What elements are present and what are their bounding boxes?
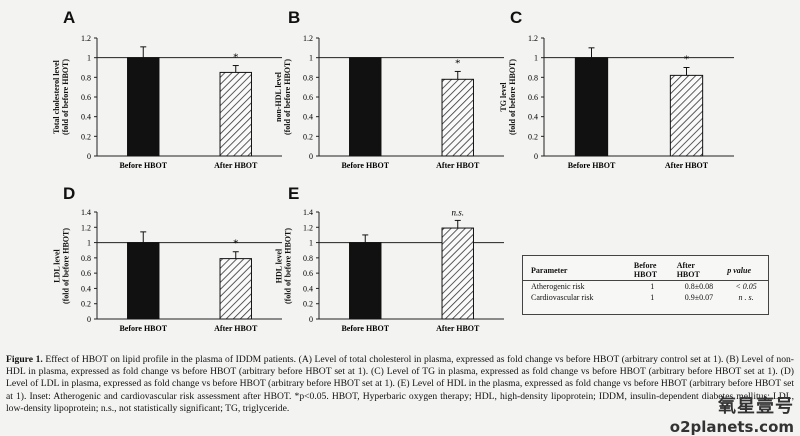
y-tick-label: 1	[309, 54, 313, 63]
panel-letter: B	[288, 8, 301, 27]
y-tick-label: 0	[534, 152, 538, 161]
inset-cell: 0.9±0.07	[684, 293, 714, 302]
inset-cell: Atherogenic risk	[531, 282, 585, 291]
y-tick-label: 1	[534, 54, 538, 63]
significance-annotation: *	[233, 238, 239, 250]
inset-row: Cardiovascular risk 1 0.9±0.07 n . s.	[523, 292, 768, 303]
inset-cell: < 0.05	[735, 282, 757, 291]
y-tick-label: 0.8	[81, 254, 91, 263]
significance-annotation: *	[684, 54, 690, 66]
inset-header-row: Parameter Before HBOT After HBOT p value	[523, 260, 768, 281]
y-tick-label: 0.2	[303, 132, 313, 141]
y-tick-label: 1	[309, 239, 313, 248]
y-tick-label: 0.6	[528, 93, 538, 102]
chart-panel-b: 0 0.2 0.4 0.6 0.8 1 1.2 Before HBOT After HBOT * B…	[0, 0, 524, 186]
y-tick-label: 0.2	[528, 132, 538, 141]
chart-panel-a: 0 0.2 0.4 0.6 0.8 1 1.2 Before HBOT After HBOT * A…	[0, 0, 302, 186]
inset-header-parameter: Parameter	[531, 265, 568, 275]
y-tick-label: 0.8	[528, 73, 538, 82]
category-label: After HBOT	[436, 161, 480, 170]
y-tick-label: 0.4	[81, 284, 91, 293]
y-tick-label: 1	[87, 239, 91, 248]
y-tick-label: 1.2	[303, 223, 313, 232]
y-tick-label: 0.8	[81, 73, 91, 82]
bar-after-hbot	[219, 258, 252, 320]
panel-letter: C	[510, 8, 523, 27]
bar-after-hbot	[669, 74, 704, 157]
category-label: After HBOT	[665, 161, 709, 170]
y-tick-label: 0	[87, 315, 91, 324]
chart-svg: 0 0.2 0.4 0.6 0.8 1 1.2 1.4 Before HBOT After HBO…	[303, 207, 504, 333]
bar-before-hbot	[127, 57, 160, 157]
y-tick-label: 1.2	[81, 34, 91, 43]
category-label: Before HBOT	[341, 324, 389, 333]
chart-svg: 0 0.2 0.4 0.6 0.8 1 1.2 Before HBOT After HBOT *	[528, 34, 734, 170]
figure-caption: Figure 1. Effect of HBOT on lipid profil…	[6, 354, 794, 415]
y-tick-label: 1.4	[303, 208, 313, 217]
category-label: Before HBOT	[341, 161, 389, 170]
significance-annotation: *	[233, 52, 239, 64]
inset-header-pvalue: p value	[727, 265, 751, 275]
category-label: Before HBOT	[568, 161, 616, 170]
caption-label: Figure 1.	[6, 354, 43, 365]
caption-text: Effect of HBOT on lipid profile in the p…	[6, 354, 794, 414]
chart-svg: 0 0.2 0.4 0.6 0.8 1 1.2 1.4 Before HBOT After HBO…	[81, 208, 282, 333]
y-tick-label: 0	[309, 152, 313, 161]
inset-cell: n . s.	[738, 293, 754, 302]
category-label: After HBOT	[214, 324, 258, 333]
bar-before-hbot	[574, 57, 609, 157]
y-tick-label: 0.8	[303, 73, 313, 82]
inset-cell: 0.8±0.08	[684, 282, 714, 291]
panel-letter: A	[63, 8, 76, 27]
watermark: 氧星壹号 o2planets.com	[670, 392, 794, 436]
category-label: Before HBOT	[119, 324, 167, 333]
y-tick-label: 0	[309, 315, 313, 324]
watermark-logo-text: 氧星壹号	[718, 396, 794, 417]
y-tick-label: 0.6	[303, 269, 313, 278]
y-tick-label: 0.4	[303, 284, 313, 293]
y-tick-label: 0	[87, 152, 91, 161]
inset-cell: 1	[650, 282, 655, 291]
significance-annotation: *	[455, 57, 461, 69]
category-label: After HBOT	[214, 161, 258, 170]
bar-after-hbot	[441, 78, 474, 157]
y-tick-label: 1.2	[81, 223, 91, 232]
bar-after-hbot	[441, 227, 474, 320]
y-tick-label: 1.2	[528, 34, 538, 43]
y-tick-label: 0.6	[81, 269, 91, 278]
inset-header-before: Before HBOT	[633, 261, 658, 279]
chart-panel-d: 0 0.2 0.4 0.6 0.8 1 1.2 1.4 Before HBOT After HBO…	[0, 0, 302, 349]
y-tick-label: 0.4	[81, 113, 91, 122]
y-tick-label: 0.4	[528, 113, 538, 122]
y-tick-label: 0.8	[303, 254, 313, 263]
category-label: After HBOT	[436, 324, 480, 333]
y-tick-label: 0.4	[303, 113, 313, 122]
significance-annotation: n.s.	[451, 207, 464, 217]
y-tick-label: 0.2	[303, 300, 313, 309]
inset-cell: 1	[650, 293, 655, 302]
chart-svg: 0 0.2 0.4 0.6 0.8 1 1.2 Before HBOT After HBOT *	[303, 34, 504, 170]
inset-row: Atherogenic risk 1 0.8±0.08 < 0.05	[523, 281, 768, 293]
y-tick-label: 0.2	[81, 300, 91, 309]
y-tick-label: 1.2	[303, 34, 313, 43]
inset-header-after: After HBOT	[676, 261, 700, 279]
y-tick-label: 1	[87, 54, 91, 63]
inset-cell: Cardiovascular risk	[531, 293, 594, 302]
y-tick-label: 0.6	[81, 93, 91, 102]
chart-panel-e: 0 0.2 0.4 0.6 0.8 1 1.2 1.4 Before HBOT After HBO…	[274, 184, 504, 333]
y-tick-label: 0.6	[303, 93, 313, 102]
chart-panel-c: 0 0.2 0.4 0.6 0.8 1 1.2 Before HBOT After HBOT * C…	[0, 0, 754, 186]
bar-before-hbot	[349, 57, 382, 157]
panel-letter: D	[63, 184, 76, 203]
risk-inset-table: Parameter Before HBOT After HBOT p value…	[522, 255, 769, 315]
category-label: Before HBOT	[119, 161, 167, 170]
bar-before-hbot	[349, 242, 382, 320]
panel-letter: E	[288, 184, 300, 203]
y-axis-label: HDL level (fold of before HBOT)	[274, 227, 292, 304]
watermark-url: o2planets.com	[669, 418, 794, 436]
bar-before-hbot	[127, 242, 160, 320]
chart-svg: 0 0.2 0.4 0.6 0.8 1 1.2 Before HBOT After HBOT *	[81, 34, 282, 170]
y-tick-label: 1.4	[81, 208, 91, 217]
y-tick-label: 0.2	[81, 132, 91, 141]
